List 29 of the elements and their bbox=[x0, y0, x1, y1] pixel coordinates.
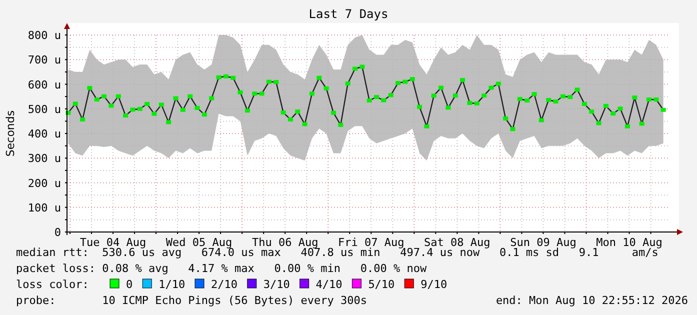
text: 3/10 bbox=[263, 278, 290, 291]
text: packet loss: 0.08 % avg 4.17 % max 0.00 % min 0.00 % now bbox=[16, 262, 427, 275]
y-tick-label: 800 u bbox=[28, 29, 61, 42]
x-tick-label: Wed 05 Aug bbox=[166, 236, 232, 249]
x-tick-label: Fri 07 Aug bbox=[338, 236, 404, 249]
text: 0 bbox=[126, 278, 133, 291]
x-tick-label: Thu 06 Aug bbox=[252, 236, 318, 249]
text: end: Mon Aug 10 22:55:12 2026 bbox=[496, 294, 688, 307]
text: loss color: bbox=[16, 278, 89, 291]
y-tick-label: 200 u bbox=[28, 176, 61, 190]
y-tick-label: 600 u bbox=[28, 78, 61, 92]
x-tick-label: Sat 08 Aug bbox=[424, 236, 490, 249]
text: 5/10 bbox=[368, 278, 395, 291]
x-tick-label: Mon 10 Aug bbox=[596, 236, 662, 249]
text: 4/10 bbox=[316, 278, 342, 291]
y-tick-label: 400 u bbox=[28, 128, 61, 140]
chart-title: Last 7 Days bbox=[308, 7, 388, 21]
text: 2/10 bbox=[211, 278, 238, 291]
y-tick-label: 500 u bbox=[28, 102, 61, 116]
y-tick-label: 100 u bbox=[28, 201, 61, 214]
y-tick-label: 700 u bbox=[28, 54, 61, 67]
x-tick-label: Sun 09 Aug bbox=[510, 236, 576, 249]
text: 1/10 bbox=[158, 278, 186, 291]
y-tick-label: 300 u bbox=[28, 152, 61, 166]
x-tick-label: Tue 04 Aug bbox=[80, 236, 146, 249]
text: probe: 10 ICMP Echo Pings (56 Bytes) every 300s bbox=[16, 294, 367, 307]
text: 9/10 bbox=[420, 278, 448, 291]
y-tick-label: 0 bbox=[54, 226, 61, 239]
y-axis-title: Seconds bbox=[4, 110, 17, 157]
